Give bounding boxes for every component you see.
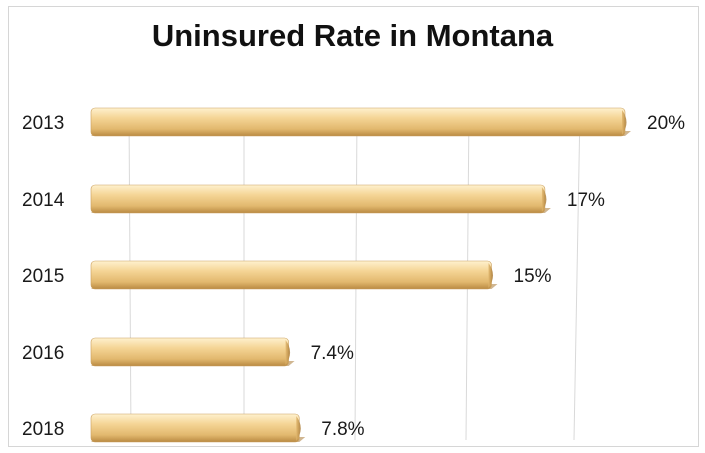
y-tick-label: 2015 [22, 266, 64, 287]
bar-end-cap [285, 340, 291, 365]
bar [90, 337, 289, 367]
bar-end-cap [488, 263, 493, 288]
labels: 2013 20% 2014 17% 2015 15% 2016 7.4% 2018 7.8% [22, 113, 685, 440]
data-label: 15% [514, 266, 552, 287]
data-label: 7.4% [311, 343, 354, 364]
data-label: 17% [567, 190, 605, 211]
data-label: 20% [647, 113, 685, 134]
chart-title: Uninsured Rate in Montana [151, 18, 554, 53]
bar [90, 184, 546, 214]
bar [90, 413, 300, 443]
y-tick-label: 2013 [22, 113, 64, 134]
data-label: 7.8% [321, 419, 364, 440]
y-tick-label: 2018 [22, 419, 64, 440]
bar-end-cap [296, 416, 301, 441]
bar-end-cap [541, 187, 547, 212]
bar-end-cap [622, 110, 627, 135]
bar [90, 107, 626, 137]
gridline [573, 109, 581, 441]
bar [90, 260, 492, 290]
bars [90, 107, 631, 443]
y-tick-label: 2014 [22, 190, 65, 211]
chart-frame [8, 6, 699, 447]
y-tick-label: 2016 [22, 343, 64, 364]
